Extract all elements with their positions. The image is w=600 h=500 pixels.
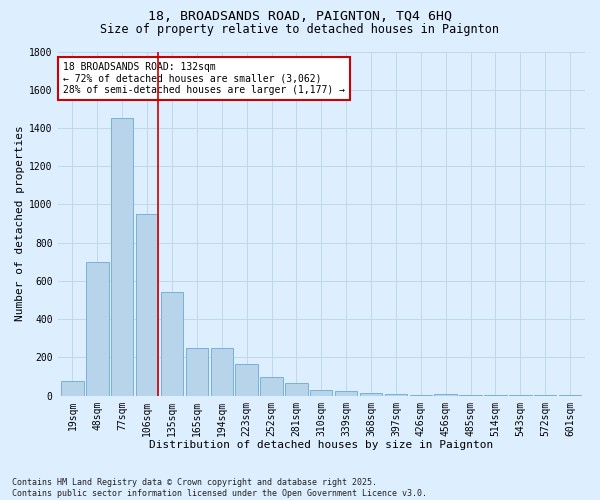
Bar xyxy=(235,364,258,396)
Bar xyxy=(111,118,133,396)
Bar xyxy=(559,395,581,396)
Bar xyxy=(410,395,432,396)
Text: 18 BROADSANDS ROAD: 132sqm
← 72% of detached houses are smaller (3,062)
28% of s: 18 BROADSANDS ROAD: 132sqm ← 72% of deta… xyxy=(63,62,345,95)
Bar xyxy=(434,394,457,396)
Bar xyxy=(534,395,556,396)
Text: Size of property relative to detached houses in Paignton: Size of property relative to detached ho… xyxy=(101,22,499,36)
Bar xyxy=(61,382,83,396)
Bar xyxy=(509,395,532,396)
Text: Contains HM Land Registry data © Crown copyright and database right 2025.
Contai: Contains HM Land Registry data © Crown c… xyxy=(12,478,427,498)
Bar xyxy=(285,384,308,396)
Bar xyxy=(211,348,233,396)
Bar xyxy=(136,214,158,396)
X-axis label: Distribution of detached houses by size in Paignton: Distribution of detached houses by size … xyxy=(149,440,493,450)
Bar xyxy=(360,393,382,396)
Bar xyxy=(86,262,109,396)
Text: 18, BROADSANDS ROAD, PAIGNTON, TQ4 6HQ: 18, BROADSANDS ROAD, PAIGNTON, TQ4 6HQ xyxy=(148,10,452,23)
Bar xyxy=(335,391,358,396)
Bar xyxy=(161,292,183,396)
Bar xyxy=(385,394,407,396)
Bar xyxy=(185,348,208,396)
Y-axis label: Number of detached properties: Number of detached properties xyxy=(15,126,25,322)
Bar xyxy=(260,376,283,396)
Bar xyxy=(460,395,482,396)
Bar xyxy=(310,390,332,396)
Bar xyxy=(484,395,506,396)
